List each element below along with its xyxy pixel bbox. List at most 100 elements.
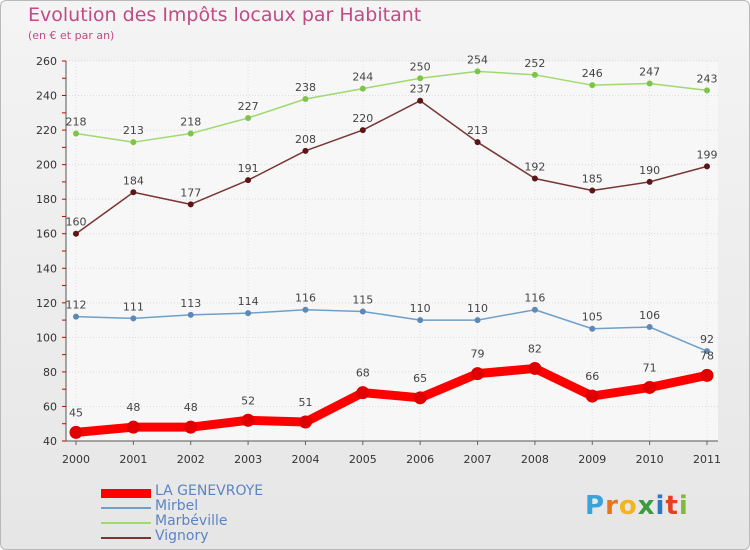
data-point-mirbel xyxy=(531,306,538,313)
series-line-vignory xyxy=(75,99,708,235)
data-label-vignory: 190 xyxy=(639,164,660,177)
data-point-vignory xyxy=(417,97,424,104)
x-tick-label: 2007 xyxy=(464,453,492,466)
x-tick-label: 2002 xyxy=(177,453,205,466)
data-point-la-genevroye xyxy=(700,368,714,382)
y-tick-label: 80 xyxy=(43,366,57,379)
logo-letter: i xyxy=(655,491,666,521)
x-tick-label: 2011 xyxy=(693,453,721,466)
data-point-mirbel xyxy=(704,348,710,355)
data-point-mirbel xyxy=(417,317,424,324)
proxiti-logo: Proxiti xyxy=(585,491,689,521)
data-point-la-genevroye xyxy=(356,386,370,400)
data-label-vignory: 199 xyxy=(697,148,718,161)
data-point-mirbel xyxy=(474,317,481,324)
data-label-mirbel: 111 xyxy=(123,300,144,313)
data-point-mirbel xyxy=(359,308,366,315)
data-point-marb-ville xyxy=(646,80,653,87)
data-point-vignory xyxy=(531,175,538,182)
data-point-vignory xyxy=(704,163,710,170)
series-line-la-genevroye xyxy=(71,363,712,437)
chart-title: Evolution des Impôts locaux par Habitant xyxy=(28,4,422,26)
data-label-vignory: 237 xyxy=(410,83,431,96)
data-label-mirbel: 116 xyxy=(295,292,316,305)
data-label-mirbel: 114 xyxy=(238,295,259,308)
data-label-vignory: 191 xyxy=(238,162,259,175)
data-point-mirbel xyxy=(302,306,309,313)
y-tick-label: 60 xyxy=(43,400,57,413)
legend-swatch-marb-ville xyxy=(101,522,151,524)
data-label-la-genevroye: 51 xyxy=(298,396,312,409)
series-line-mirbel xyxy=(75,308,708,352)
data-label-mirbel: 116 xyxy=(524,292,545,305)
data-label-la-genevroye: 82 xyxy=(528,342,542,355)
logo-letter: i xyxy=(678,491,689,521)
data-label-marb-ville: 238 xyxy=(295,81,316,94)
data-label-marb-ville: 218 xyxy=(66,116,87,129)
data-point-marb-ville xyxy=(73,130,79,137)
data-point-marb-ville xyxy=(474,68,481,75)
data-point-marb-ville xyxy=(245,115,252,121)
y-tick-label: 100 xyxy=(36,331,57,344)
data-point-marb-ville xyxy=(187,130,194,137)
data-label-marb-ville: 213 xyxy=(123,124,144,137)
data-point-vignory xyxy=(302,147,309,154)
data-point-marb-ville xyxy=(359,85,366,92)
chart-subtitle: (en € et par an) xyxy=(28,29,115,42)
legend-label-marb-ville: Marbéville xyxy=(155,513,228,529)
data-point-marb-ville xyxy=(704,87,710,94)
data-point-la-genevroye xyxy=(184,420,198,434)
data-point-vignory xyxy=(245,177,252,184)
data-label-la-genevroye: 68 xyxy=(356,367,370,380)
data-label-la-genevroye: 65 xyxy=(413,372,427,385)
y-tick-label: 200 xyxy=(36,159,57,172)
data-label-marb-ville: 243 xyxy=(697,72,718,85)
data-point-marb-ville xyxy=(589,82,596,89)
data-label-mirbel: 113 xyxy=(180,297,201,310)
data-label-la-genevroye: 71 xyxy=(643,361,657,374)
data-point-vignory xyxy=(359,127,366,134)
data-label-vignory: 184 xyxy=(123,174,144,187)
data-label-la-genevroye: 52 xyxy=(241,394,255,407)
data-point-vignory xyxy=(474,139,481,146)
data-point-mirbel xyxy=(646,324,653,330)
y-tick-label: 160 xyxy=(36,228,57,241)
y-tick-label: 120 xyxy=(36,297,57,310)
data-label-marb-ville: 244 xyxy=(352,71,373,84)
legend-swatch-la-genevroye xyxy=(101,488,151,498)
data-label-mirbel: 106 xyxy=(639,309,660,322)
data-label-vignory: 220 xyxy=(352,112,373,125)
data-point-marb-ville xyxy=(302,96,309,102)
logo-letter: o xyxy=(618,491,638,521)
data-label-mirbel: 110 xyxy=(467,302,488,315)
data-point-la-genevroye xyxy=(69,425,83,439)
x-tick-label: 2003 xyxy=(234,453,262,466)
x-tick-label: 2005 xyxy=(349,453,377,466)
data-label-la-genevroye: 79 xyxy=(471,348,485,361)
data-label-marb-ville: 218 xyxy=(180,116,201,129)
data-point-vignory xyxy=(130,189,137,196)
data-label-marb-ville: 246 xyxy=(582,67,603,80)
data-point-vignory xyxy=(589,187,596,194)
logo-letter: P xyxy=(585,491,606,521)
data-point-la-genevroye xyxy=(241,413,255,427)
x-tick-label: 2001 xyxy=(119,453,147,466)
data-label-la-genevroye: 78 xyxy=(700,349,714,362)
data-point-vignory xyxy=(73,230,79,237)
data-point-marb-ville xyxy=(130,139,137,146)
data-point-marb-ville xyxy=(531,71,538,78)
y-tick-label: 220 xyxy=(36,124,57,137)
legend-swatch-mirbel xyxy=(101,507,151,509)
legend-label-mirbel: Mirbel xyxy=(155,498,199,514)
x-tick-label: 2009 xyxy=(578,453,606,466)
data-label-vignory: 185 xyxy=(582,173,603,186)
data-point-la-genevroye xyxy=(471,367,485,381)
data-label-marb-ville: 254 xyxy=(467,53,488,66)
y-tick-label: 240 xyxy=(36,90,57,103)
y-tick-label: 260 xyxy=(36,55,57,68)
data-point-mirbel xyxy=(73,313,79,320)
data-label-vignory: 192 xyxy=(524,160,545,173)
data-label-la-genevroye: 48 xyxy=(126,401,140,414)
